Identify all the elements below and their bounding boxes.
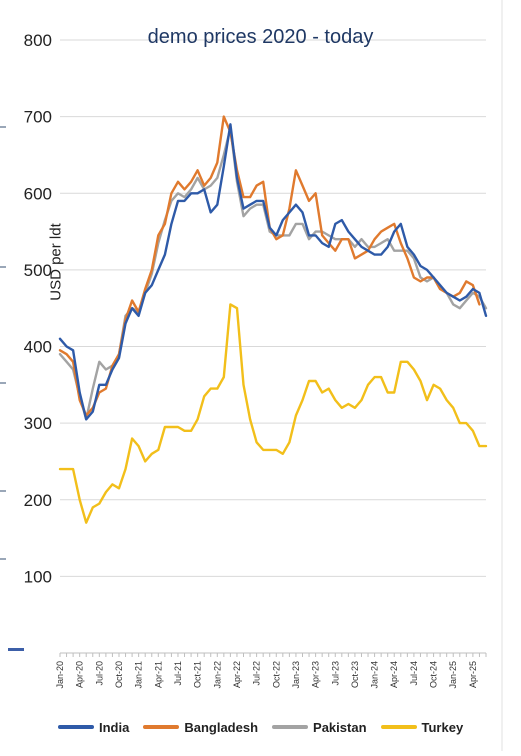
- left-edge-tick: [0, 558, 6, 560]
- y-tick-label: 200: [24, 491, 52, 510]
- left-edge-tick: [0, 382, 6, 384]
- x-tick-label: Apr-25: [468, 661, 478, 688]
- chart-title: demo prices 2020 - today: [147, 26, 374, 48]
- left-edge-tick: [0, 126, 6, 128]
- x-tick-label: Oct-21: [193, 661, 203, 688]
- x-tick-label: Jul-20: [94, 661, 104, 686]
- x-tick-label: Apr-21: [153, 661, 163, 688]
- series-line-turkey: [58, 303, 488, 524]
- x-tick-label: Jul-22: [252, 661, 262, 686]
- legend-swatch-turkey: [380, 725, 417, 729]
- series-line-pakistan: [58, 126, 488, 421]
- legend-swatch-india: [58, 725, 94, 729]
- edge-accent-mark: [8, 648, 24, 651]
- x-tick-label: Jan-25: [448, 661, 458, 689]
- y-tick-label: 700: [24, 108, 52, 127]
- x-tick-label: Jul-21: [173, 661, 183, 686]
- x-tick-label: Jan-23: [291, 661, 301, 689]
- x-tick-label: Jan-20: [55, 661, 65, 689]
- legend-swatch-bangladesh: [143, 725, 180, 729]
- legend-label-turkey: Turkey: [421, 719, 464, 735]
- legend-item-turkey: Turkey: [380, 719, 464, 735]
- legend-item-pakistan: Pakistan: [272, 719, 367, 735]
- legend-label-bangladesh: Bangladesh: [184, 719, 259, 735]
- y-tick-label: 400: [24, 338, 52, 357]
- y-tick-label: 100: [24, 567, 52, 586]
- x-tick-label: Apr-24: [389, 661, 399, 688]
- y-tick-label: 600: [24, 184, 52, 203]
- legend-label-pakistan: Pakistan: [313, 719, 367, 735]
- legend-label-india: India: [99, 719, 130, 735]
- left-edge-tick: [0, 490, 6, 492]
- x-tick-label: Jan-24: [370, 661, 380, 689]
- y-axis-label: USD per ldt: [47, 223, 65, 301]
- legend-item-bangladesh: Bangladesh: [143, 720, 258, 735]
- x-tick-label: Jan-21: [134, 661, 144, 689]
- right-edge-strip: [501, 0, 503, 751]
- x-tick-label: Jan-22: [212, 661, 222, 689]
- y-tick-label: 300: [24, 414, 52, 433]
- x-tick-label: Apr-22: [232, 661, 242, 688]
- y-tick-label: 800: [24, 31, 52, 50]
- x-tick-label: Apr-20: [75, 661, 85, 688]
- x-tick-label: Jul-23: [330, 661, 340, 686]
- series-line-india: [58, 123, 488, 421]
- legend-item-india: India: [58, 720, 129, 735]
- x-tick-label: Oct-20: [114, 661, 124, 688]
- left-edge-tick: [0, 266, 6, 268]
- y-tick-label: 500: [24, 261, 52, 280]
- x-tick-label: Jul-24: [409, 661, 419, 686]
- x-tick-label: Oct-22: [271, 661, 281, 688]
- legend-swatch-pakistan: [272, 725, 309, 729]
- legend: India Bangladesh Pakistan Turkey: [58, 716, 488, 738]
- x-tick-label: Oct-24: [429, 661, 439, 688]
- x-tick-label: Apr-23: [311, 661, 321, 688]
- x-tick-label: Oct-23: [350, 661, 360, 688]
